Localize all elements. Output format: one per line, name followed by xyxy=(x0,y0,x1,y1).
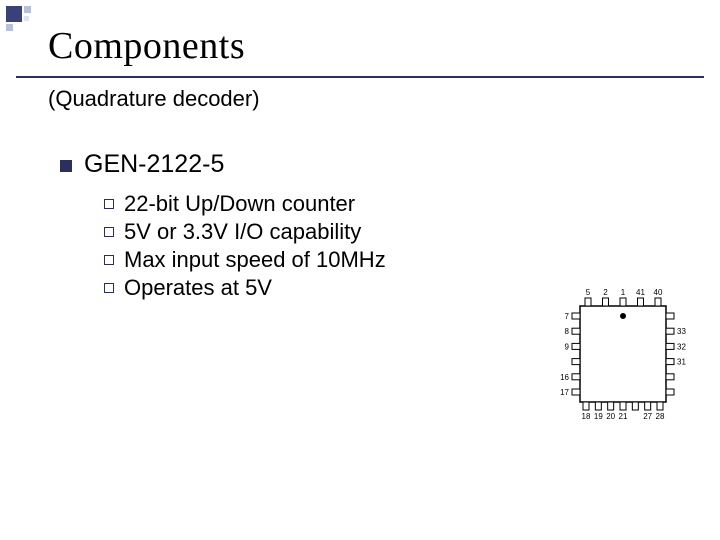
svg-text:41: 41 xyxy=(636,288,645,297)
svg-text:18: 18 xyxy=(582,412,591,421)
list-item: GEN-2122-5 xyxy=(60,150,620,179)
deco-square-tiny xyxy=(24,16,29,21)
svg-text:19: 19 xyxy=(594,412,603,421)
list-item: 22-bit Up/Down counter xyxy=(104,191,620,217)
svg-text:31: 31 xyxy=(677,358,686,367)
list-item: Max input speed of 10MHz xyxy=(104,247,620,273)
chip-diagram: 52141401819202127287891617333231 xyxy=(548,280,698,430)
deco-square-small xyxy=(6,24,13,31)
content-area: GEN-2122-5 22-bit Up/Down counter 5V or … xyxy=(60,150,620,303)
svg-text:5: 5 xyxy=(586,288,591,297)
deco-square-large xyxy=(6,6,22,22)
bullet-hollow-icon xyxy=(104,283,114,293)
sublist: 22-bit Up/Down counter 5V or 3.3V I/O ca… xyxy=(104,191,620,301)
title-underline xyxy=(16,76,704,78)
svg-text:28: 28 xyxy=(656,412,665,421)
svg-text:20: 20 xyxy=(606,412,615,421)
bullet-hollow-icon xyxy=(104,199,114,209)
bullet-text: Max input speed of 10MHz xyxy=(124,247,386,273)
svg-text:32: 32 xyxy=(677,342,686,351)
svg-text:2: 2 xyxy=(603,288,608,297)
bullet-filled-icon xyxy=(60,160,72,172)
svg-text:21: 21 xyxy=(619,412,628,421)
svg-text:33: 33 xyxy=(677,327,686,336)
svg-text:1: 1 xyxy=(621,288,626,297)
bullet-text: 22-bit Up/Down counter xyxy=(124,191,355,217)
svg-text:40: 40 xyxy=(654,288,663,297)
deco-square-small xyxy=(24,6,31,13)
page-title: Components xyxy=(48,24,245,68)
bullet-text: Operates at 5V xyxy=(124,275,272,301)
svg-text:27: 27 xyxy=(643,412,652,421)
heading-text: GEN-2122-5 xyxy=(84,150,224,179)
bullet-hollow-icon xyxy=(104,255,114,265)
svg-text:8: 8 xyxy=(565,327,570,336)
bullet-hollow-icon xyxy=(104,227,114,237)
svg-text:17: 17 xyxy=(560,388,569,397)
bullet-text: 5V or 3.3V I/O capability xyxy=(124,219,361,245)
list-item: 5V or 3.3V I/O capability xyxy=(104,219,620,245)
page-subtitle: (Quadrature decoder) xyxy=(48,86,260,112)
list-item: Operates at 5V xyxy=(104,275,620,301)
corner-decoration xyxy=(6,6,32,32)
svg-text:7: 7 xyxy=(565,312,570,321)
svg-text:9: 9 xyxy=(565,342,570,351)
svg-text:16: 16 xyxy=(560,373,569,382)
